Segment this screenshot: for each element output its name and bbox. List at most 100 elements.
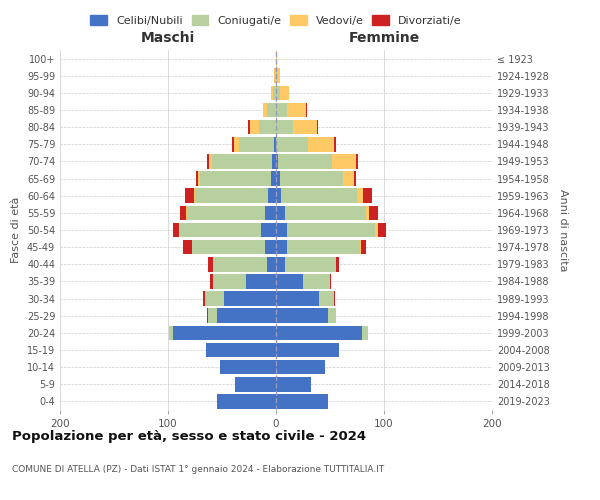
Bar <box>187 206 265 220</box>
Bar <box>272 154 276 168</box>
Bar <box>276 257 284 272</box>
Bar <box>214 257 268 272</box>
Bar <box>362 326 368 340</box>
Bar <box>376 222 377 238</box>
Bar <box>361 240 365 254</box>
Bar <box>287 240 360 254</box>
Bar <box>192 240 265 254</box>
Bar <box>207 154 209 168</box>
Bar <box>377 222 386 238</box>
Bar <box>276 240 287 254</box>
Bar <box>284 206 365 220</box>
Bar <box>196 172 198 186</box>
Bar <box>207 308 208 323</box>
Bar <box>334 292 335 306</box>
Bar <box>173 222 179 238</box>
Bar <box>357 188 364 203</box>
Bar <box>287 102 306 118</box>
Bar <box>276 274 303 288</box>
Bar <box>280 86 289 100</box>
Bar <box>206 342 276 357</box>
Bar <box>179 222 180 238</box>
Bar <box>276 137 308 152</box>
Bar <box>275 68 276 83</box>
Bar <box>306 102 307 118</box>
Bar <box>268 257 276 272</box>
Bar <box>217 394 276 408</box>
Bar <box>276 102 287 118</box>
Bar <box>220 360 276 374</box>
Bar <box>224 292 276 306</box>
Bar <box>183 240 192 254</box>
Bar <box>205 292 224 306</box>
Bar <box>259 120 276 134</box>
Text: Femmine: Femmine <box>349 31 419 45</box>
Bar <box>334 137 337 152</box>
Bar <box>263 102 268 118</box>
Bar <box>169 326 173 340</box>
Bar <box>194 188 195 203</box>
Bar <box>276 394 328 408</box>
Bar <box>317 120 318 134</box>
Bar <box>276 86 280 100</box>
Bar <box>217 308 276 323</box>
Bar <box>208 257 214 272</box>
Bar <box>248 120 250 134</box>
Bar <box>214 274 246 288</box>
Bar <box>210 274 214 288</box>
Bar <box>246 274 276 288</box>
Bar <box>369 206 377 220</box>
Bar <box>343 172 354 186</box>
Bar <box>271 172 276 186</box>
Bar <box>250 120 259 134</box>
Bar <box>360 240 361 254</box>
Bar <box>365 206 369 220</box>
Bar <box>261 222 276 238</box>
Bar <box>268 188 276 203</box>
Y-axis label: Fasce di età: Fasce di età <box>11 197 21 263</box>
Bar <box>180 222 261 238</box>
Bar <box>280 172 343 186</box>
Bar <box>330 274 331 288</box>
Bar <box>276 292 319 306</box>
Bar <box>308 137 334 152</box>
Legend: Celibi/Nubili, Coniugati/e, Vedovi/e, Divorziati/e: Celibi/Nubili, Coniugati/e, Vedovi/e, Di… <box>86 10 466 30</box>
Bar <box>180 206 187 220</box>
Bar <box>195 188 268 203</box>
Bar <box>337 257 338 272</box>
Bar <box>276 377 311 392</box>
Text: Popolazione per età, sesso e stato civile - 2024: Popolazione per età, sesso e stato civil… <box>12 430 366 443</box>
Bar <box>265 206 276 220</box>
Bar <box>276 308 328 323</box>
Bar <box>198 172 200 186</box>
Text: Maschi: Maschi <box>141 31 195 45</box>
Bar <box>287 222 376 238</box>
Bar <box>364 188 372 203</box>
Bar <box>328 308 337 323</box>
Bar <box>212 154 272 168</box>
Bar <box>265 240 276 254</box>
Bar <box>319 292 334 306</box>
Bar <box>274 137 276 152</box>
Bar <box>273 86 276 100</box>
Bar <box>276 206 284 220</box>
Bar <box>332 154 356 168</box>
Bar <box>356 154 358 168</box>
Bar <box>276 172 280 186</box>
Bar <box>200 172 271 186</box>
Text: COMUNE DI ATELLA (PZ) - Dati ISTAT 1° gennaio 2024 - Elaborazione TUTTITALIA.IT: COMUNE DI ATELLA (PZ) - Dati ISTAT 1° ge… <box>12 465 384 474</box>
Bar <box>203 292 205 306</box>
Bar <box>235 377 276 392</box>
Bar <box>284 257 337 272</box>
Bar <box>354 172 356 186</box>
Bar <box>276 222 287 238</box>
Bar <box>268 102 276 118</box>
Bar <box>276 52 277 66</box>
Y-axis label: Anni di nascita: Anni di nascita <box>558 188 568 271</box>
Bar <box>276 154 278 168</box>
Bar <box>277 68 280 83</box>
Bar <box>173 326 276 340</box>
Bar <box>276 188 281 203</box>
Bar <box>303 274 330 288</box>
Bar <box>276 342 338 357</box>
